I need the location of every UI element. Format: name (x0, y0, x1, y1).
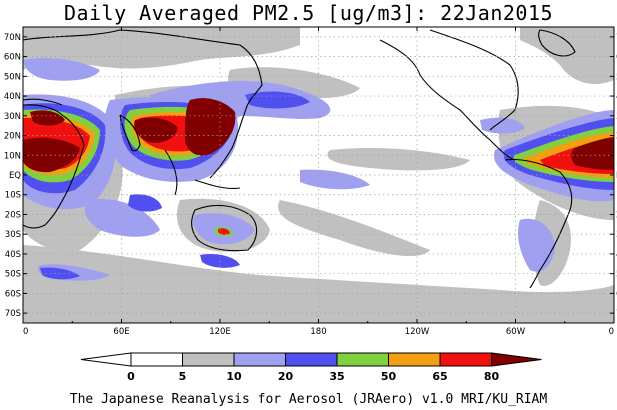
map-title: Daily Averaged PM2.5 [ug/m3]: 22Jan2015 (63, 1, 554, 25)
lat-label: 10S (5, 191, 21, 201)
lb-indian-ocean (84, 199, 160, 237)
colorbar-label: 0 (127, 370, 135, 383)
lat-label: 40S (5, 250, 21, 260)
lat-label: 30S (5, 230, 21, 240)
colorbar-box (233, 352, 286, 367)
coast-south-america (504, 158, 573, 289)
lon-label: 120W (405, 327, 430, 337)
colorbar-box (130, 352, 183, 367)
darkred-india (134, 117, 178, 143)
darkred-middle-east (30, 110, 65, 126)
colorbar-label: 65 (432, 370, 447, 383)
red-australia (218, 228, 230, 235)
colorbar-label: 5 (179, 370, 187, 383)
lb-south-america (518, 218, 555, 272)
coast-europe-asia (23, 29, 263, 179)
lat-label: 50S (5, 270, 21, 280)
mb-south-pacific (200, 254, 240, 268)
gray-arctic-asia (23, 27, 300, 70)
coastlines (23, 29, 576, 289)
colorbar-label: 20 (278, 370, 294, 383)
lat-label: 60N (4, 53, 21, 63)
colorbar-label: 10 (226, 370, 242, 383)
coast-north-america (379, 39, 516, 161)
coast-africa (23, 104, 85, 229)
colorbar: 0 5 10 20 35 50 65 80 (80, 352, 542, 383)
lon-label: 0 (23, 327, 28, 337)
darkred-atlantic (571, 137, 614, 170)
colorbar-label: 80 (484, 370, 500, 383)
level-80-plus-regions (23, 98, 614, 173)
lon-label: 180 (310, 327, 326, 337)
colorbar-label: 35 (329, 370, 344, 383)
lat-label: EQ (9, 171, 21, 181)
coast-australia (191, 204, 258, 252)
gray-tropical-pacific (327, 148, 470, 171)
colorbar-box (388, 352, 441, 367)
colorbar-box (336, 352, 389, 367)
colorbar-high-extension (491, 352, 542, 367)
lb-europe (23, 58, 100, 81)
colorbar-low-extension (80, 352, 132, 367)
colorbar-label: 50 (381, 370, 397, 383)
lat-label: 70S (5, 309, 21, 319)
lat-label: 60S (5, 289, 21, 299)
lon-label: 60W (506, 327, 526, 337)
lb-pacific-island (300, 169, 370, 190)
lat-label: 40N (4, 92, 21, 102)
colorbar-box (285, 352, 338, 367)
lat-label: 30N (4, 112, 21, 122)
colorbar-box (182, 352, 235, 367)
map-footer: The Japanese Reanalysis for Aerosol (JRA… (69, 392, 548, 407)
lat-label: 10N (4, 151, 21, 161)
coast-mediterranean (23, 98, 63, 106)
coast-north-america-east (429, 29, 519, 131)
coast-india (119, 114, 141, 152)
concentration-field (23, 27, 614, 323)
darkred-china (185, 98, 236, 156)
mb-indian-ocean-blob (128, 194, 162, 212)
coast-se-asia (164, 149, 241, 196)
colorbar-box (439, 352, 492, 367)
gray-south-pacific-band (278, 200, 430, 257)
lat-label: 20N (4, 132, 21, 142)
coast-greenland (538, 29, 576, 57)
lon-label: 60E (113, 327, 129, 337)
lon-label: 120E (209, 327, 231, 337)
darkred-sahel (23, 137, 80, 173)
lat-label: 50N (4, 72, 21, 82)
lat-label: 70N (4, 33, 21, 43)
lat-label: 20S (5, 210, 21, 220)
lon-label: 0 (609, 327, 614, 337)
